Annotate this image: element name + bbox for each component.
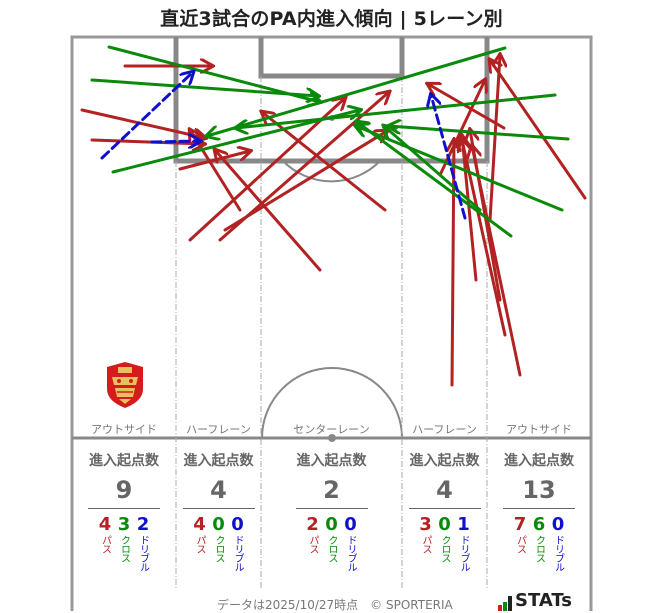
cross-label: クロス: [118, 535, 130, 562]
lane-stats-outside-right: 進入起点数 13 7 パス 6 クロス 0 ドリブル: [487, 450, 591, 571]
stat-total: 13: [522, 476, 556, 504]
dribble-arrows: [100, 72, 467, 220]
cross-arrows: [90, 45, 570, 238]
stat-header: 進入起点数: [89, 453, 159, 469]
pass-arrow: [223, 131, 387, 232]
stat-header: 進入起点数: [409, 453, 480, 469]
stat-divider: [408, 508, 481, 509]
stat-breakdown: 2 パス 0 クロス 0 ドリブル: [261, 514, 402, 572]
dribble-arrow: [100, 72, 193, 160]
cross-count: 3: [117, 514, 131, 535]
lane-label-halfspace-left: ハーフレーン: [186, 423, 251, 436]
cross-arrow: [236, 93, 557, 128]
cross-label: クロス: [533, 535, 545, 562]
cross-arrow: [384, 126, 482, 212]
stat-breakdown: 7 パス 6 クロス 0 ドリブル: [487, 514, 591, 572]
dribble-label: ドリブル: [345, 535, 356, 571]
stat-breakdown: 3 パス 0 クロス 1 ドリブル: [402, 514, 487, 572]
stat-divider: [182, 508, 255, 509]
cross-count: 0: [438, 514, 451, 535]
page-title: 直近3試合のPA内進入傾向 | 5レーン別: [160, 8, 503, 30]
pass-label: パス: [194, 535, 205, 553]
cross-label: クロス: [439, 535, 450, 562]
dribble-count: 0: [551, 514, 565, 535]
pass-count: 2: [306, 514, 319, 535]
pass-arrow: [488, 55, 500, 222]
cross-count: 6: [532, 514, 546, 535]
dribble-count: 0: [344, 514, 357, 535]
lane-stats-halfspace-right: 進入起点数 4 3 パス 0 クロス 1 ドリブル: [402, 450, 487, 571]
pass-label: パス: [420, 535, 431, 553]
pass-arrow: [472, 146, 522, 377]
dribble-label: ドリブル: [137, 535, 149, 571]
stat-breakdown: 4 パス 3 クロス 2 ドリブル: [72, 514, 176, 572]
lane-label-halfspace-right: ハーフレーン: [412, 423, 477, 436]
cross-count: 0: [325, 514, 338, 535]
data-timestamp-note: データは2025/10/27時点 © SPORTERIA: [217, 598, 453, 612]
stats-brand-logo: STATs: [498, 590, 572, 611]
pass-count: 4: [98, 514, 112, 535]
cross-arrow: [357, 122, 513, 238]
dribble-count: 0: [231, 514, 244, 535]
pass-label: パス: [99, 535, 111, 553]
team-crest-icon: [107, 362, 143, 408]
stat-total: 4: [210, 476, 227, 504]
lane-stats-center: 進入起点数 2 2 パス 0 クロス 0 ドリブル: [261, 450, 402, 571]
dribble-label: ドリブル: [458, 535, 469, 571]
brand-name: STATs: [515, 590, 572, 611]
stat-total: 9: [115, 476, 133, 504]
stat-divider: [88, 508, 160, 509]
lane-label-center: センターレーン: [293, 423, 370, 436]
pass-count: 3: [419, 514, 432, 535]
pass-count: 7: [513, 514, 527, 535]
dribble-label: ドリブル: [232, 535, 243, 571]
cross-arrow: [90, 78, 318, 96]
lane-stats-halfspace-left: 進入起点数 4 4 パス 0 クロス 0 ドリブル: [176, 450, 261, 571]
pass-count: 4: [193, 514, 206, 535]
dribble-label: ドリブル: [552, 535, 564, 571]
pass-arrow: [80, 108, 205, 138]
dribble-count: 1: [457, 514, 470, 535]
pass-arrow: [90, 140, 204, 144]
cross-arrow: [207, 46, 507, 136]
stat-total: 2: [323, 476, 340, 504]
dribble-arrow: [431, 95, 467, 220]
stat-header: 進入起点数: [504, 453, 574, 469]
cross-arrow: [356, 126, 564, 212]
pass-arrow: [462, 140, 507, 337]
lane-label-outside-right: アウトサイド: [506, 423, 572, 436]
stat-breakdown: 4 パス 0 クロス 0 ドリブル: [176, 514, 261, 572]
pass-arrow: [490, 60, 587, 200]
cross-arrow: [389, 126, 570, 141]
cross-label: クロス: [326, 535, 337, 562]
lane-stats-outside-left: 進入起点数 9 4 パス 3 クロス 2 ドリブル: [72, 450, 176, 571]
dribble-arrow: [150, 141, 200, 142]
dribble-count: 2: [136, 514, 150, 535]
stat-divider: [295, 508, 368, 509]
bar-chart-icon: [498, 595, 512, 611]
stat-divider: [503, 508, 575, 509]
pass-arrow: [462, 136, 478, 282]
cross-count: 0: [212, 514, 225, 535]
stat-header: 進入起点数: [296, 453, 367, 469]
cross-label: クロス: [213, 535, 224, 562]
pass-arrow: [452, 140, 454, 387]
lane-label-outside-left: アウトサイド: [91, 423, 157, 436]
stat-total: 4: [436, 476, 453, 504]
stat-header: 進入起点数: [183, 453, 254, 469]
pass-arrow: [215, 150, 322, 272]
pass-label: パス: [514, 535, 526, 553]
pass-label: パス: [307, 535, 318, 553]
